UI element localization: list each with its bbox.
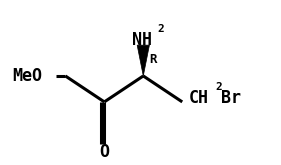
Text: R: R xyxy=(149,53,156,66)
Text: MeO: MeO xyxy=(13,67,42,85)
Text: 2: 2 xyxy=(216,82,222,92)
Text: CH: CH xyxy=(189,89,209,107)
Text: 2: 2 xyxy=(157,24,164,34)
Text: NH: NH xyxy=(132,31,152,49)
Text: O: O xyxy=(99,143,109,161)
Text: Br: Br xyxy=(221,89,241,107)
Polygon shape xyxy=(137,45,149,76)
